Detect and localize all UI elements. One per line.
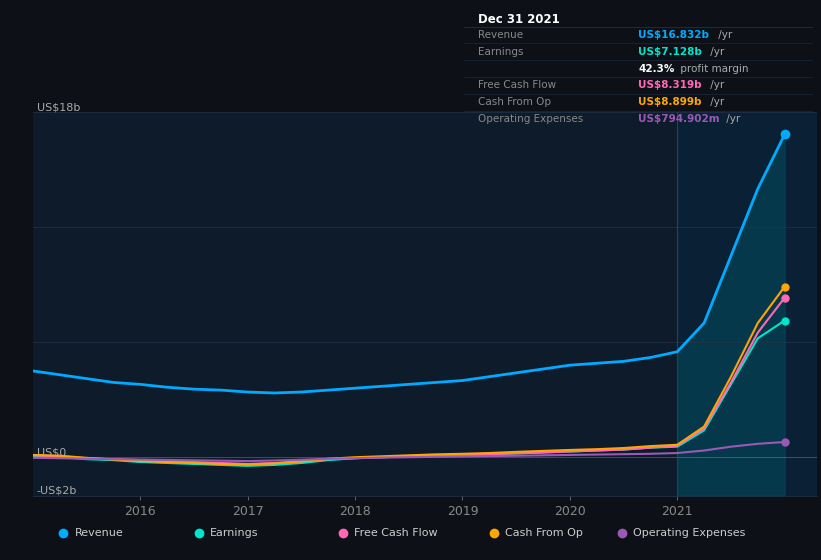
Text: US$0: US$0: [37, 447, 66, 457]
Text: US$7.128b: US$7.128b: [639, 47, 702, 57]
Text: Earnings: Earnings: [478, 47, 523, 57]
Text: US$16.832b: US$16.832b: [639, 30, 709, 40]
Text: Operating Expenses: Operating Expenses: [633, 529, 745, 538]
Text: Cash From Op: Cash From Op: [478, 97, 551, 107]
Text: Revenue: Revenue: [75, 529, 123, 538]
Text: Dec 31 2021: Dec 31 2021: [478, 13, 560, 26]
Text: profit margin: profit margin: [677, 64, 748, 73]
Text: 42.3%: 42.3%: [639, 64, 675, 73]
Text: Earnings: Earnings: [210, 529, 259, 538]
Text: Free Cash Flow: Free Cash Flow: [354, 529, 438, 538]
Bar: [677, 112, 817, 496]
Text: /yr: /yr: [708, 47, 725, 57]
Text: US$8.319b: US$8.319b: [639, 81, 702, 90]
Text: -US$2b: -US$2b: [37, 486, 77, 496]
Text: US$794.902m: US$794.902m: [639, 114, 720, 124]
Text: /yr: /yr: [715, 30, 732, 40]
Text: Revenue: Revenue: [478, 30, 523, 40]
Text: US$8.899b: US$8.899b: [639, 97, 702, 107]
Text: US$18b: US$18b: [37, 102, 80, 112]
Text: Operating Expenses: Operating Expenses: [478, 114, 583, 124]
Text: Free Cash Flow: Free Cash Flow: [478, 81, 556, 90]
Text: /yr: /yr: [722, 114, 740, 124]
Text: /yr: /yr: [708, 81, 725, 90]
Text: Cash From Op: Cash From Op: [505, 529, 583, 538]
Text: /yr: /yr: [708, 97, 725, 107]
